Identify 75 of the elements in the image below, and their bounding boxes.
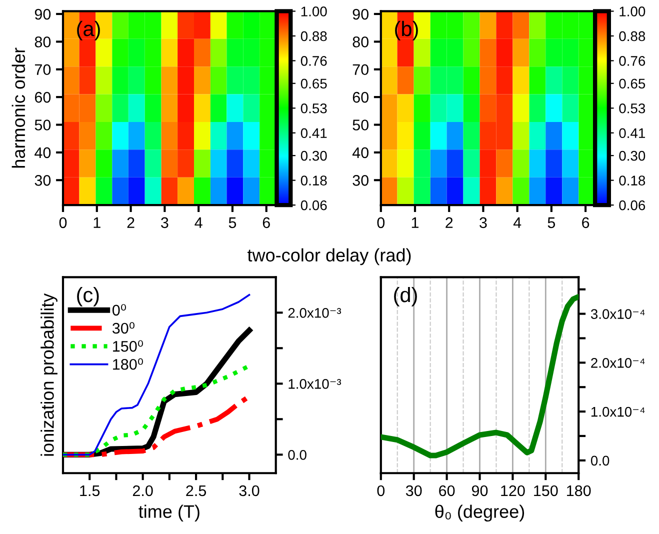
x-tick-label: 3.0 xyxy=(239,485,260,496)
x-tick-label: 5 xyxy=(228,217,236,228)
x-tick-label: 2.0 xyxy=(132,485,153,496)
y-tick-label: 2.0x10⁻⁴ xyxy=(591,358,645,368)
color-bar-label: 0.65 xyxy=(300,78,327,89)
legend-label: 180⁰ xyxy=(113,358,143,370)
y-tick-label: 80 xyxy=(352,36,368,48)
y-axis-title: ionization probability xyxy=(40,293,58,456)
y-tick-label: 30 xyxy=(34,175,51,186)
x-tick-label: 5 xyxy=(548,217,556,228)
x-tick-label: 150 xyxy=(534,485,558,496)
x-tick-label: 90 xyxy=(472,485,488,496)
y-tick-label: 30 xyxy=(352,175,368,186)
color-bar-label: 0.18 xyxy=(619,176,646,186)
y-tick-label: 40 xyxy=(34,147,51,158)
x-tick-label: 4 xyxy=(194,217,202,228)
y-tick-label: 50 xyxy=(352,120,368,130)
color-bar-label: 0.30 xyxy=(619,150,646,161)
x-tick-label: 1 xyxy=(94,217,100,228)
y-tick-label: 40 xyxy=(352,147,368,158)
x-tick-label: 120 xyxy=(501,485,525,496)
x-tick-label: 1.5 xyxy=(80,485,100,496)
x-tick-label: 0 xyxy=(377,217,385,228)
y-tick-label: 2.0x10⁻³ xyxy=(288,308,342,318)
x-axis-title: time (T) xyxy=(138,504,200,522)
legend-label: 150⁰ xyxy=(113,340,143,352)
color-bar-label: 0.06 xyxy=(300,200,327,210)
color-bar-label: 0.76 xyxy=(619,56,646,66)
color-bar-label: 0.88 xyxy=(300,31,327,42)
x-tick-label: 6 xyxy=(262,217,270,228)
color-bar-label: 0.18 xyxy=(300,176,327,186)
legend-label: 0⁰ xyxy=(112,304,126,316)
color-bar-label: 1.00 xyxy=(620,6,646,16)
color-bar-label: 0.41 xyxy=(300,128,327,138)
color-bar-label: 0.65 xyxy=(619,78,646,89)
color-bar-label: 0.41 xyxy=(619,128,645,138)
y-tick-label: 1.0x10⁻⁴ xyxy=(591,406,645,417)
color-bar-label: 0.06 xyxy=(619,200,646,210)
color-bar-label: 0.76 xyxy=(300,56,327,66)
y-axis-title: harmonic order xyxy=(12,48,26,168)
y-tick-label: 50 xyxy=(34,120,51,130)
x-tick-label: 2 xyxy=(127,217,134,228)
x-tick-label: 6 xyxy=(582,217,590,228)
x-tick-label: 30 xyxy=(406,485,422,496)
x-tick-label: 2 xyxy=(446,217,453,228)
y-tick-label: 1.0x10⁻³ xyxy=(288,378,342,389)
y-tick-label: 0.0 xyxy=(590,456,610,466)
y-tick-label: 70 xyxy=(34,64,51,76)
y-tick-label: 60 xyxy=(34,92,51,103)
color-bar-label: 0.30 xyxy=(300,150,327,161)
color-bar-label: 0.88 xyxy=(619,31,646,42)
annotation: (d) xyxy=(394,286,417,306)
x-tick-label: 1 xyxy=(412,217,419,228)
legend-label: 30⁰ xyxy=(112,322,134,334)
x-tick-label: 3 xyxy=(161,217,168,228)
x-tick-label: 0 xyxy=(59,217,67,228)
x-axis-title: θ₀ (degree) xyxy=(435,504,524,522)
x-tick-label: 60 xyxy=(439,485,455,496)
color-bar-label: 1.00 xyxy=(301,6,327,16)
y-tick-label: 90 xyxy=(34,8,51,20)
y-tick-label: 0.0 xyxy=(288,450,306,460)
y-tick-label: 90 xyxy=(352,8,368,20)
y-tick-label: 3.0x10⁻⁴ xyxy=(590,309,645,319)
x-axis-title: two-color delay (rad) xyxy=(248,248,411,266)
x-tick-label: 3 xyxy=(480,217,487,228)
annotation: (c) xyxy=(77,286,99,306)
y-tick-label: 60 xyxy=(352,92,368,103)
x-tick-label: 180 xyxy=(567,485,591,496)
x-tick-label: 4 xyxy=(513,217,522,228)
color-bar-label: 0.53 xyxy=(619,103,646,114)
color-bar-label: 0.53 xyxy=(300,103,327,114)
x-tick-label: 2.5 xyxy=(186,485,206,496)
x-tick-label: 0 xyxy=(377,485,385,496)
y-tick-label: 70 xyxy=(352,64,368,76)
y-tick-label: 80 xyxy=(34,36,51,48)
